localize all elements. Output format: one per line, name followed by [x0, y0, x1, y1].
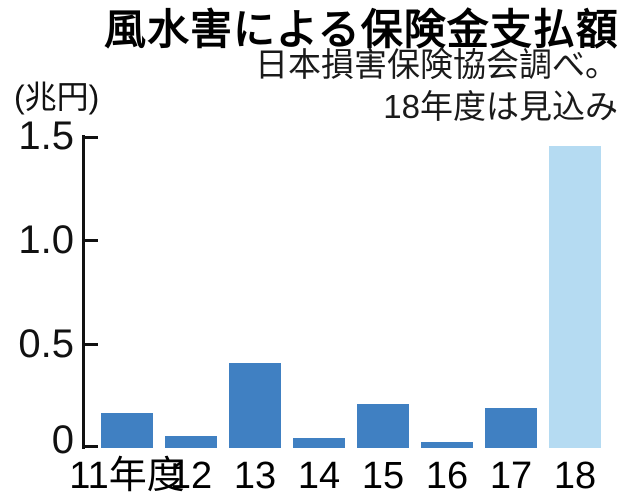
bar-16 — [421, 442, 473, 448]
y-axis-line — [82, 135, 85, 449]
x-axis-label-15: 15 — [361, 455, 405, 497]
y-axis-label: 1.0 — [18, 218, 74, 262]
y-axis-tick-1.0 — [82, 238, 98, 242]
y-axis-label: 0.5 — [18, 322, 74, 366]
bar-15 — [357, 404, 409, 448]
chart-subtitle-line1: 日本損害保険協会調べ。 — [255, 46, 618, 83]
chart-title: 風水害による保険金支払額 — [104, 6, 619, 53]
y-axis-tick-1.5 — [82, 136, 98, 139]
bar-17 — [485, 408, 537, 448]
y-axis-unit-label: (兆円) — [14, 79, 100, 115]
chart-subtitle: 日本損害保険協会調べ。 18年度は見込み — [255, 44, 618, 128]
y-axis-tick-0 — [82, 445, 98, 448]
bar-14 — [293, 438, 345, 448]
y-axis-label: 1.5 — [18, 114, 74, 158]
x-axis-label-12: 12 — [169, 455, 213, 497]
x-axis-label-14: 14 — [297, 455, 341, 497]
x-axis-label-18: 18 — [553, 455, 597, 497]
chart-subtitle-line2: 18年度は見込み — [383, 88, 618, 125]
bar-13 — [229, 363, 281, 448]
x-axis-label-13: 13 — [233, 455, 277, 497]
x-axis-label-17: 17 — [489, 455, 533, 497]
bar-18 — [549, 146, 601, 448]
y-axis-tick-0.5 — [82, 342, 98, 346]
x-axis-label-16: 16 — [425, 455, 469, 497]
bar-12 — [165, 436, 217, 448]
x-axis-label-11年度: 11年度 — [69, 455, 185, 497]
y-axis-label: 0 — [51, 418, 74, 462]
bar-11年度 — [101, 413, 153, 448]
